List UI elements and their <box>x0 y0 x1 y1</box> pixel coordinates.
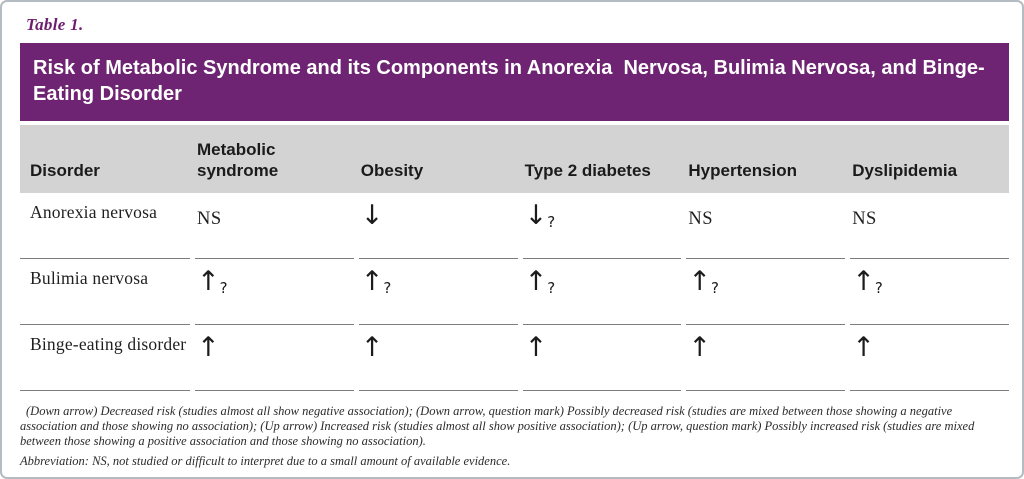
disorder-name: Anorexia nervosa <box>20 193 190 259</box>
up-arrow-icon: ↑ <box>197 266 220 297</box>
cell-value: ↑? <box>195 259 354 325</box>
up-arrow-icon: ↑ <box>360 332 384 363</box>
cell-value: NS <box>850 193 1009 259</box>
cell-value: ↑? <box>850 259 1009 325</box>
up-arrow-icon: ↑ <box>360 266 384 297</box>
disorder-name: Bulimia nervosa <box>20 259 190 325</box>
cell-value: ↑ <box>358 325 518 391</box>
up-arrow-icon: ↑ <box>688 332 712 363</box>
footnotes: (Down arrow) Decreased risk (studies alm… <box>20 404 1009 469</box>
ns-text: NS <box>197 209 222 229</box>
column-header-obesity: Obesity <box>360 161 424 180</box>
cell-value: NS <box>195 193 354 259</box>
up-arrow-icon: ↑ <box>688 266 712 297</box>
abbreviation-footnote: Abbreviation: NS, not studied or difficu… <box>20 454 511 468</box>
cell-value: ↓ <box>358 193 518 259</box>
table-row-binge-eating: Binge-eating disorder ↑ ↑ ↑ ↑ ↑ <box>20 325 1009 391</box>
up-arrow-icon: ↑ <box>852 266 875 297</box>
table-title-band: Risk of Metabolic Syndrome and its Compo… <box>20 43 1009 121</box>
table-row-anorexia: Anorexia nervosa NS ↓ ↓? NS NS <box>20 193 1009 259</box>
column-header-dyslipidemia: Dyslipidemia <box>852 161 958 180</box>
cell-value: ↑ <box>850 325 1009 391</box>
ns-text: NS <box>852 209 877 229</box>
column-header-metabolic-syndrome: Metabolic syndrome <box>197 140 279 180</box>
cell-value: ↑ <box>195 325 354 391</box>
table-title: Risk of Metabolic Syndrome and its Compo… <box>33 57 985 105</box>
cell-value: ↑ <box>686 325 846 391</box>
cell-value: ↑? <box>522 259 682 325</box>
cell-value: ↑? <box>358 259 518 325</box>
legend-footnote: (Down arrow) Decreased risk (studies alm… <box>20 404 975 448</box>
question-mark: ? <box>547 213 556 231</box>
column-header-disorder: Disorder <box>30 161 100 180</box>
cell-value: NS <box>686 193 846 259</box>
question-mark: ? <box>874 279 883 297</box>
column-header-type2-diabetes: Type 2 diabetes <box>524 161 651 180</box>
cell-value: ↑? <box>686 259 846 325</box>
column-header-hypertension: Hypertension <box>688 161 798 180</box>
table-label: Table 1. <box>26 15 84 34</box>
down-arrow-icon: ↓ <box>360 200 384 231</box>
disorder-name: Binge-eating disorder <box>20 325 190 391</box>
table-row-bulimia: Bulimia nervosa ↑? ↑? ↑? ↑? ↑? <box>20 259 1009 325</box>
down-arrow-icon: ↓ <box>524 200 548 231</box>
question-mark: ? <box>383 279 392 297</box>
cell-value: ↓? <box>522 193 682 259</box>
up-arrow-icon: ↑ <box>524 266 548 297</box>
up-arrow-icon: ↑ <box>852 332 875 363</box>
cell-value: ↑ <box>522 325 682 391</box>
up-arrow-icon: ↑ <box>524 332 548 363</box>
ns-text: NS <box>688 209 714 229</box>
question-mark: ? <box>711 279 719 297</box>
up-arrow-icon: ↑ <box>197 332 220 363</box>
question-mark: ? <box>219 279 228 297</box>
header-row: Disorder Metabolic syndrome Obesity Type… <box>20 125 1009 193</box>
question-mark: ? <box>547 279 556 297</box>
